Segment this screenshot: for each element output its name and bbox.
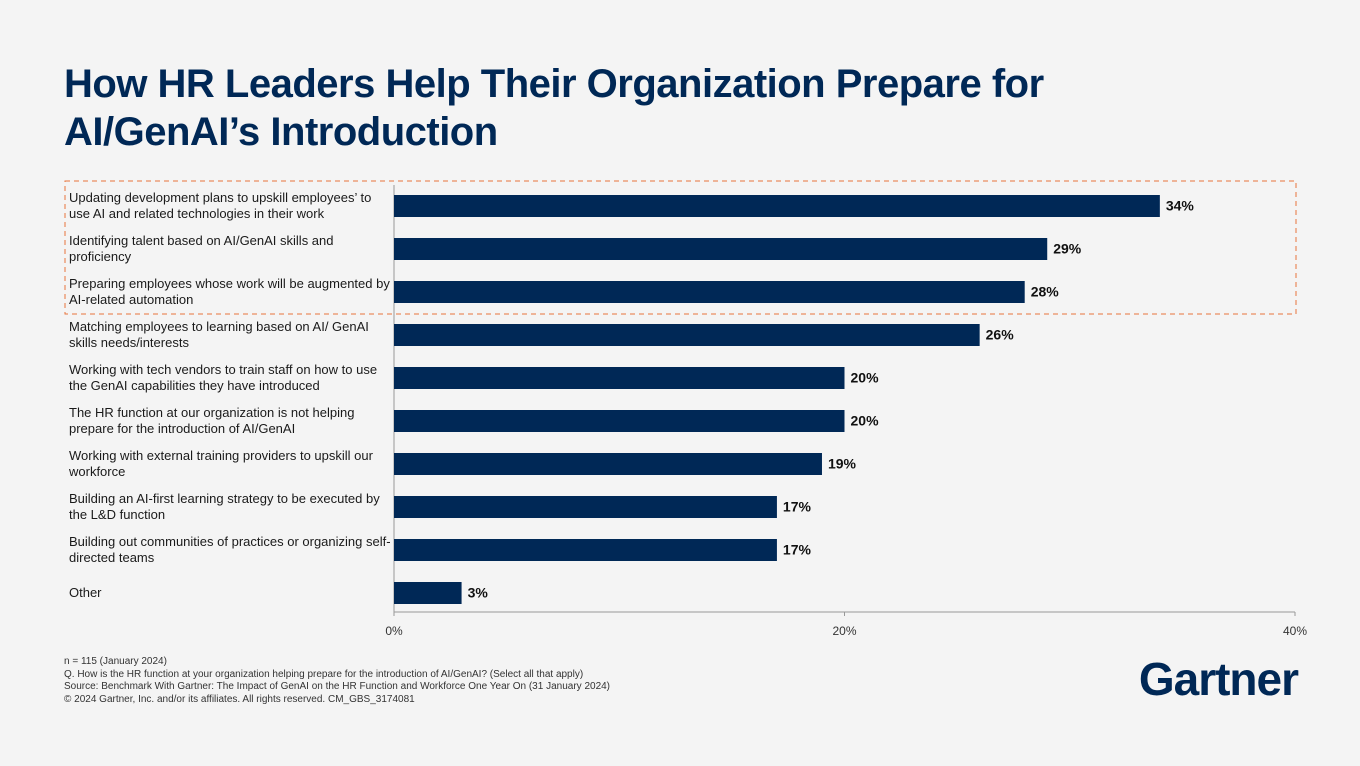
value-label: 17% (783, 542, 812, 558)
value-label: 26% (986, 327, 1015, 343)
value-label: 29% (1053, 241, 1082, 257)
value-label: 3% (468, 585, 489, 601)
value-label: 17% (783, 499, 812, 515)
value-label: 20% (851, 370, 880, 386)
bar (394, 453, 822, 475)
value-label: 28% (1031, 284, 1060, 300)
highlight-box (64, 180, 1297, 315)
value-label: 34% (1166, 198, 1195, 214)
value-label: 20% (851, 413, 880, 429)
category-label: Other (69, 585, 102, 600)
category-label: Updating development plans to upskill em… (69, 190, 372, 221)
category-label: Working with tech vendors to train staff… (69, 362, 378, 393)
footnote: Q. How is the HR function at your organi… (64, 668, 584, 680)
bar (394, 281, 1025, 303)
value-label: 19% (828, 456, 857, 472)
category-label: Matching employees to learning based on … (69, 319, 369, 350)
bar (394, 539, 777, 561)
category-label: Preparing employees whose work will be a… (69, 276, 390, 307)
footnote: © 2024 Gartner, Inc. and/or its affiliat… (64, 693, 415, 705)
footnotes: n = 115 (January 2024) Q. How is the HR f… (64, 656, 610, 706)
logo: Gartner (1138, 653, 1299, 705)
category-label: Building an AI-first learning strategy t… (69, 491, 380, 522)
category-label: The HR function at our organization is n… (69, 405, 355, 436)
bar (394, 195, 1160, 217)
x-tick-label: 20% (832, 624, 856, 638)
bar (394, 367, 845, 389)
bar (394, 410, 845, 432)
bar (394, 496, 777, 518)
category-label: Building out communities of practices or… (69, 534, 391, 565)
bar (394, 238, 1048, 260)
x-tick-label: 0% (385, 624, 403, 638)
category-label: Identifying talent based on AI/GenAI ski… (69, 233, 334, 264)
x-tick-label: 40% (1283, 624, 1307, 638)
footnote: n = 115 (January 2024) (64, 656, 167, 667)
chart-title: How HR Leaders Help Their Organization P… (64, 62, 1044, 154)
bar (394, 582, 462, 604)
category-label: Working with external training providers… (69, 448, 373, 479)
footnote: Source: Benchmark With Gartner: The Impa… (64, 681, 611, 692)
bar (394, 324, 980, 346)
